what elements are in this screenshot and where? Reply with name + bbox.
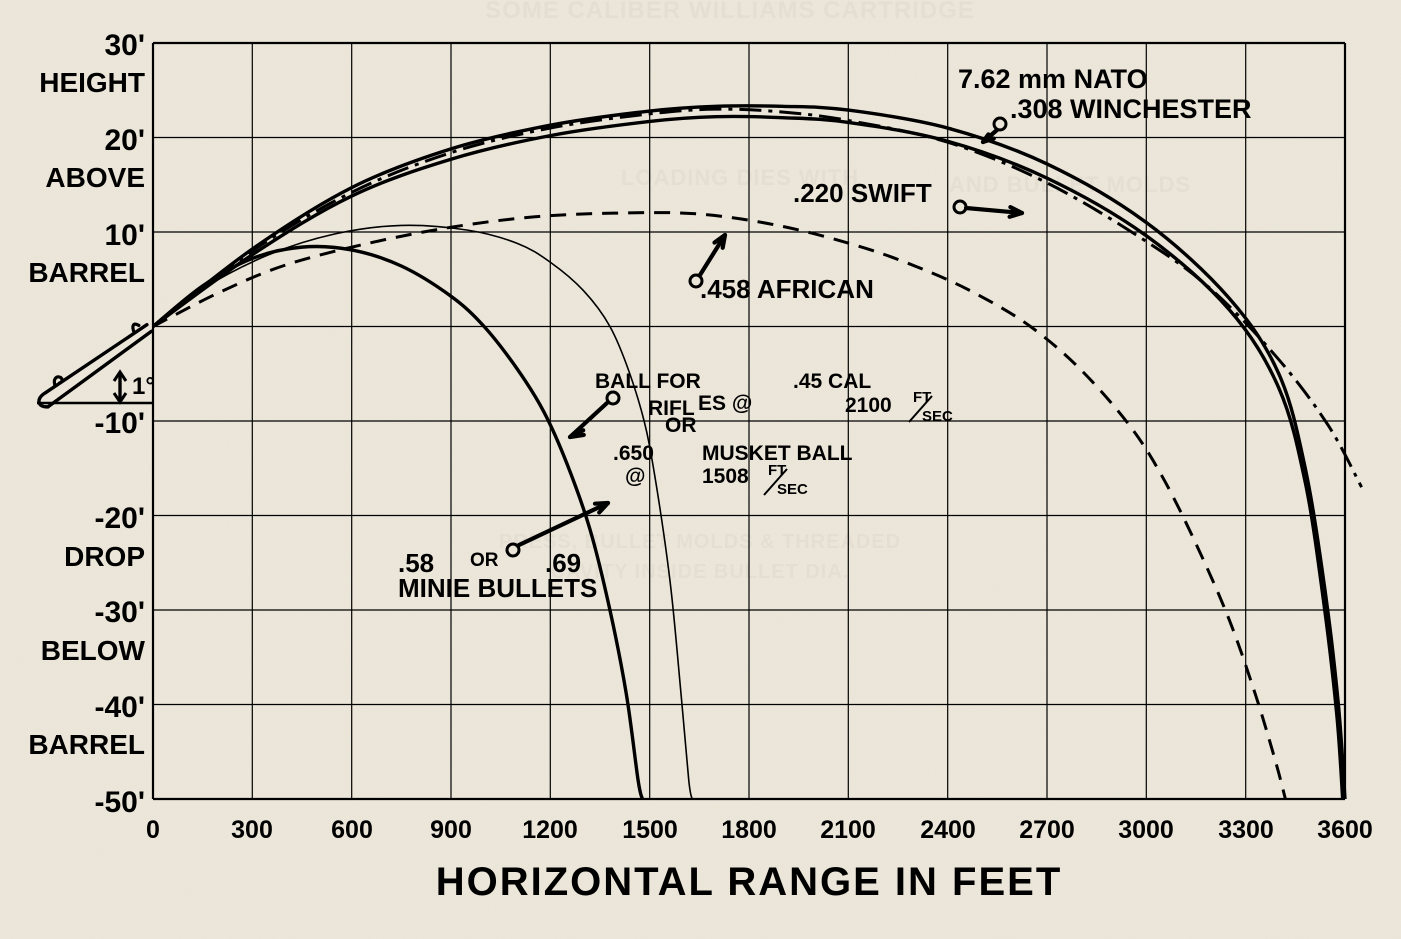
svg-text:-40': -40' — [95, 691, 146, 724]
svg-text:1500: 1500 — [622, 816, 678, 844]
svg-text:2700: 2700 — [1019, 816, 1075, 844]
svg-text:3000: 3000 — [1118, 816, 1174, 844]
svg-text:-10': -10' — [95, 407, 146, 440]
svg-text:HORIZONTAL RANGE IN FEET: HORIZONTAL RANGE IN FEET — [436, 860, 1063, 904]
svg-text:3300: 3300 — [1218, 816, 1274, 844]
svg-text:HEIGHT: HEIGHT — [39, 67, 145, 98]
svg-text:-30': -30' — [95, 596, 146, 629]
svg-text:600: 600 — [331, 816, 373, 844]
svg-text:1200: 1200 — [522, 816, 578, 844]
svg-text:1°: 1° — [132, 373, 155, 400]
svg-text:SOME CALIBER WILLIAMS CARTRIDG: SOME CALIBER WILLIAMS CARTRIDGE — [485, 0, 975, 24]
svg-text:2100: 2100 — [820, 816, 876, 844]
svg-text:3600: 3600 — [1317, 816, 1373, 844]
svg-text:DROP: DROP — [64, 541, 145, 572]
svg-text:FT: FT — [768, 462, 786, 479]
svg-text:MINIE BULLETS: MINIE BULLETS — [398, 573, 597, 603]
svg-text:FT: FT — [913, 389, 931, 406]
svg-text:.458 AFRICAN: .458 AFRICAN — [700, 274, 874, 304]
svg-text:900: 900 — [430, 816, 472, 844]
svg-text:BALL FOR: BALL FOR — [595, 370, 701, 393]
svg-text:SEC: SEC — [777, 481, 808, 498]
svg-text:.220 SWIFT: .220 SWIFT — [793, 178, 932, 208]
svg-text:.45 CAL: .45 CAL — [793, 370, 871, 393]
svg-text:@: @ — [625, 465, 645, 488]
svg-text:2400: 2400 — [920, 816, 976, 844]
svg-text:BARREL: BARREL — [28, 729, 145, 760]
svg-text:1800: 1800 — [721, 816, 777, 844]
svg-text:ABOVE: ABOVE — [45, 162, 145, 193]
svg-text:.650: .650 — [613, 442, 654, 465]
svg-text:-20': -20' — [95, 502, 146, 535]
svg-text:300: 300 — [231, 816, 273, 844]
svg-text:7.62 mm NATO: 7.62 mm NATO — [958, 64, 1148, 94]
svg-text:20': 20' — [104, 124, 145, 157]
svg-text:ES @: ES @ — [698, 392, 752, 415]
svg-text:0: 0 — [146, 816, 160, 844]
svg-text:2100: 2100 — [845, 394, 892, 417]
svg-text:SEC: SEC — [922, 408, 953, 425]
svg-text:.308 WINCHESTER: .308 WINCHESTER — [1010, 94, 1252, 124]
svg-text:BARREL: BARREL — [28, 257, 145, 288]
svg-text:OR: OR — [470, 550, 499, 571]
svg-text:OR: OR — [665, 414, 697, 437]
svg-text:1508: 1508 — [702, 465, 749, 488]
svg-text:30': 30' — [104, 29, 145, 62]
svg-text:BELOW: BELOW — [41, 635, 146, 666]
svg-text:-50': -50' — [95, 786, 146, 819]
svg-text:10': 10' — [104, 219, 145, 252]
